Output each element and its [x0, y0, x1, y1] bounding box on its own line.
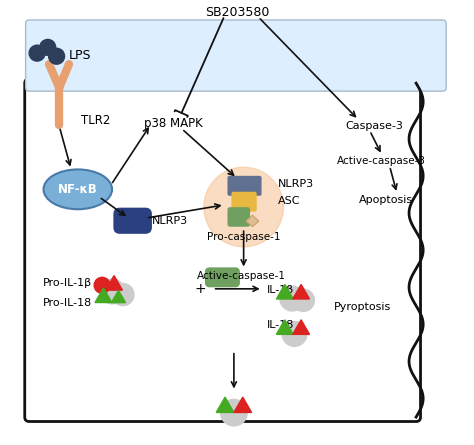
- FancyBboxPatch shape: [206, 268, 239, 287]
- Circle shape: [204, 167, 283, 247]
- Polygon shape: [293, 320, 310, 334]
- Circle shape: [29, 45, 45, 61]
- Text: Pro-IL-1β: Pro-IL-1β: [43, 278, 92, 288]
- Text: Pro-IL-18: Pro-IL-18: [43, 298, 92, 308]
- Text: LPS: LPS: [69, 49, 91, 62]
- Text: Apoptosis: Apoptosis: [359, 195, 413, 206]
- Circle shape: [292, 289, 314, 312]
- Circle shape: [100, 279, 125, 304]
- Text: SB203580: SB203580: [205, 6, 269, 19]
- Text: IL-1β: IL-1β: [267, 285, 294, 295]
- Polygon shape: [234, 397, 252, 413]
- FancyBboxPatch shape: [114, 208, 151, 233]
- Circle shape: [49, 48, 64, 64]
- Ellipse shape: [44, 170, 112, 209]
- Polygon shape: [95, 288, 112, 303]
- Polygon shape: [216, 397, 234, 413]
- FancyBboxPatch shape: [26, 20, 446, 91]
- Text: TLR2: TLR2: [82, 114, 111, 127]
- Polygon shape: [246, 215, 259, 227]
- FancyBboxPatch shape: [228, 177, 261, 195]
- Circle shape: [112, 283, 134, 306]
- Circle shape: [40, 40, 55, 55]
- Text: Active-caspase-3: Active-caspase-3: [337, 157, 426, 166]
- Text: Pro-caspase-1: Pro-caspase-1: [207, 232, 281, 242]
- Text: NF-κB: NF-κB: [58, 183, 98, 196]
- Polygon shape: [293, 284, 310, 299]
- Text: +: +: [195, 282, 207, 296]
- FancyBboxPatch shape: [232, 192, 256, 211]
- Polygon shape: [276, 284, 293, 299]
- Circle shape: [280, 286, 305, 311]
- Text: p38 MAPK: p38 MAPK: [144, 117, 202, 129]
- Polygon shape: [106, 275, 122, 290]
- Circle shape: [94, 277, 110, 293]
- Text: IL-18: IL-18: [267, 320, 294, 330]
- Text: NLRP3: NLRP3: [152, 216, 188, 226]
- FancyBboxPatch shape: [25, 79, 420, 421]
- Text: Pyroptosis: Pyroptosis: [333, 303, 391, 312]
- FancyBboxPatch shape: [228, 208, 249, 226]
- Circle shape: [282, 322, 307, 346]
- Text: Active-caspase-1: Active-caspase-1: [197, 271, 286, 280]
- Text: ASC: ASC: [278, 196, 300, 206]
- Circle shape: [220, 400, 247, 426]
- Text: NLRP3: NLRP3: [278, 178, 314, 189]
- Polygon shape: [276, 320, 293, 334]
- Text: Caspase-3: Caspase-3: [346, 121, 403, 131]
- Polygon shape: [111, 291, 126, 303]
